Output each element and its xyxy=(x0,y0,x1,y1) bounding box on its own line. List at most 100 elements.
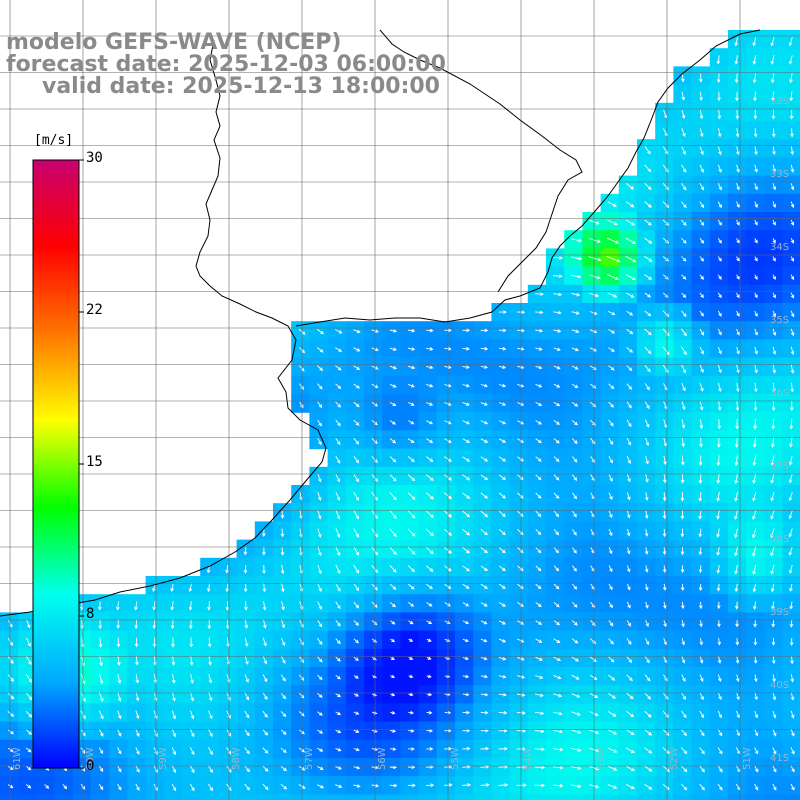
wind-arrow xyxy=(498,420,507,425)
wind-arrow xyxy=(281,601,285,611)
wind-arrow xyxy=(790,400,794,412)
wind-arrow xyxy=(262,546,266,556)
wind-arrow xyxy=(316,347,324,353)
wind-arrow xyxy=(626,365,633,372)
wind-arrow xyxy=(7,766,14,770)
wind-arrow xyxy=(517,656,525,661)
wind-arrow xyxy=(426,692,433,697)
wind-arrow xyxy=(335,638,341,645)
wind-arrow xyxy=(717,183,722,191)
speed-cell xyxy=(309,794,329,800)
wind-arrow xyxy=(699,674,704,682)
wind-arrow xyxy=(625,747,635,754)
wind-arrow xyxy=(644,547,649,555)
wind-arrow xyxy=(717,419,722,430)
wind-arrow xyxy=(752,473,757,484)
wind-arrow xyxy=(553,347,561,352)
wind-arrow xyxy=(754,219,758,226)
wind-arrow xyxy=(407,474,416,482)
wind-arrow xyxy=(425,546,434,555)
wind-arrow xyxy=(244,619,249,629)
wind-arrow xyxy=(498,674,507,679)
wind-arrow xyxy=(625,183,635,190)
wind-arrow xyxy=(589,692,599,698)
wind-arrow xyxy=(736,328,740,336)
lon-label: 53W xyxy=(596,747,607,770)
wind-arrow xyxy=(717,364,722,374)
wind-arrow xyxy=(407,492,416,500)
wind-arrow xyxy=(571,474,578,481)
wind-arrow xyxy=(353,455,360,464)
wind-arrow xyxy=(570,256,583,261)
wind-arrow xyxy=(389,329,398,333)
wind-arrow xyxy=(135,728,140,737)
wind-arrow xyxy=(754,747,759,755)
wind-arrow xyxy=(7,784,14,789)
wind-arrow xyxy=(280,637,286,647)
wind-arrow xyxy=(608,455,613,464)
speed-cell xyxy=(200,794,219,800)
wind-arrow xyxy=(680,546,685,556)
wind-arrow xyxy=(736,183,740,191)
wind-arrow xyxy=(353,693,360,697)
wind-arrow xyxy=(790,328,795,337)
wind-arrow xyxy=(772,783,777,791)
wind-arrow xyxy=(426,420,434,425)
wind-arrow xyxy=(699,638,704,646)
wind-arrow xyxy=(770,510,775,520)
wind-arrow xyxy=(626,401,632,409)
wind-arrow xyxy=(571,329,580,333)
speed-cell xyxy=(91,794,110,800)
wind-arrow xyxy=(389,765,397,770)
wind-arrow xyxy=(717,256,722,262)
wind-arrow xyxy=(608,474,613,482)
wind-arrow xyxy=(535,456,542,462)
wind-arrow xyxy=(353,729,360,733)
wind-arrow xyxy=(734,528,739,539)
wind-arrow xyxy=(626,310,634,316)
wind-arrow xyxy=(553,456,560,463)
wind-arrow xyxy=(462,383,470,388)
wind-arrow xyxy=(699,656,704,664)
wind-arrow xyxy=(570,238,583,243)
wind-arrow xyxy=(480,528,488,536)
wind-arrow xyxy=(772,201,776,208)
wind-arrow xyxy=(170,619,175,630)
wind-arrow xyxy=(552,747,564,752)
wind-arrow xyxy=(153,747,158,756)
wind-arrow xyxy=(498,456,506,462)
wind-arrow xyxy=(98,783,104,791)
wind-arrow xyxy=(754,364,758,374)
wind-arrow xyxy=(153,783,158,792)
wind-arrow xyxy=(607,784,618,789)
wind-arrow xyxy=(153,765,158,774)
wind-arrow xyxy=(152,619,157,630)
speed-cell xyxy=(782,703,800,723)
wind-arrow xyxy=(262,564,266,575)
wind-arrow xyxy=(299,637,304,646)
lat-label: 34S xyxy=(770,242,789,253)
wind-arrow xyxy=(498,710,508,715)
wind-arrow xyxy=(26,784,32,789)
wind-arrow xyxy=(699,346,704,355)
speed-cell xyxy=(782,339,800,359)
wind-arrow xyxy=(280,729,287,735)
wind-arrow xyxy=(444,583,452,589)
wind-arrow xyxy=(98,747,104,755)
wind-arrow xyxy=(771,656,776,665)
wind-arrow xyxy=(790,201,795,209)
wind-arrow xyxy=(517,328,525,333)
wind-arrow xyxy=(462,602,470,607)
wind-arrow xyxy=(462,402,470,406)
wind-arrow xyxy=(717,656,722,664)
wind-arrow xyxy=(608,638,614,645)
wind-arrow xyxy=(517,365,525,370)
wind-arrow xyxy=(534,783,546,788)
wind-arrow xyxy=(317,528,322,538)
wind-arrow xyxy=(262,692,268,700)
wind-arrow xyxy=(208,710,213,720)
lon-label: 56W xyxy=(377,747,388,770)
wind-arrow xyxy=(644,583,649,591)
wind-arrow xyxy=(444,420,452,425)
wind-arrow xyxy=(645,455,649,465)
